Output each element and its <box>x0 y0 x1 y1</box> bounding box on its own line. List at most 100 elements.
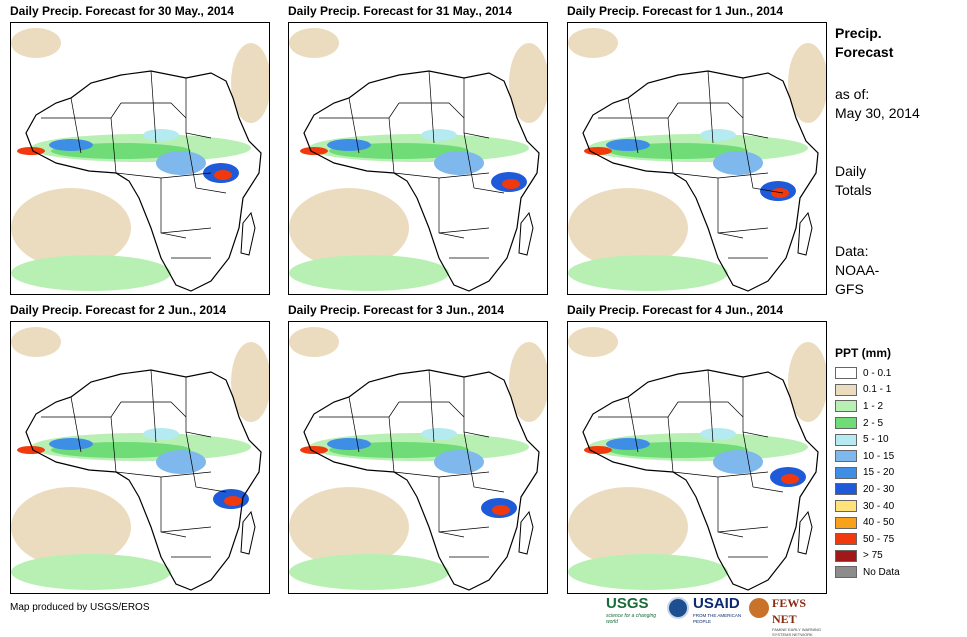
legend-swatch <box>835 367 857 380</box>
precip-patch <box>289 188 409 268</box>
sidebar-asof: as of: May 30, 2014 <box>835 85 920 123</box>
country-border <box>428 369 435 443</box>
sidebar-title-line1: Precip. <box>835 25 882 41</box>
precip-patch <box>434 151 484 175</box>
sidebar-totals: Daily Totals <box>835 162 872 200</box>
country-border <box>627 97 639 154</box>
legend-item: 1 - 2 <box>835 398 900 415</box>
madagascar-outline <box>518 510 534 555</box>
usgs-logo-text: USGS <box>606 595 649 612</box>
legend-label: 5 - 10 <box>863 434 889 446</box>
map-canvas <box>289 28 547 292</box>
asof-date: May 30, 2014 <box>835 105 920 121</box>
legend-item: 20 - 30 <box>835 481 900 498</box>
asof-label: as of: <box>835 86 870 102</box>
coastline <box>582 369 819 591</box>
country-border <box>717 477 744 538</box>
coastline <box>303 369 540 591</box>
precip-map <box>10 22 270 295</box>
precip-patch <box>49 139 93 151</box>
legend-label: 20 - 30 <box>863 483 895 495</box>
coastline <box>303 70 540 292</box>
country-border <box>348 97 360 154</box>
country-border <box>672 471 769 478</box>
precip-patch <box>568 28 618 58</box>
legend-label: > 75 <box>863 550 883 562</box>
precip-patch <box>11 327 61 357</box>
precip-map <box>288 22 548 295</box>
precip-patch <box>606 438 650 450</box>
panel-title: Daily Precip. Forecast for 1 Jun., 2014 <box>567 4 784 18</box>
madagascar-outline <box>797 211 813 256</box>
legend-label: 50 - 75 <box>863 533 895 545</box>
country-border <box>348 396 360 453</box>
country-border <box>399 401 465 418</box>
precip-patch <box>434 450 484 474</box>
legend-title: PPT (mm) <box>835 346 892 360</box>
legend-label: No Data <box>863 566 900 578</box>
legend-label: 0 - 0.1 <box>863 367 892 379</box>
fews-emblem-icon <box>749 598 769 618</box>
country-border <box>678 401 744 418</box>
coastline <box>582 70 819 292</box>
madagascar-outline <box>240 211 256 256</box>
precip-patch <box>231 43 269 123</box>
panel-title: Daily Precip. Forecast for 3 Jun., 2014 <box>288 303 505 317</box>
legend-item: 0.1 - 1 <box>835 382 900 399</box>
precip-patch <box>300 147 328 155</box>
precip-patch <box>327 139 371 151</box>
precip-patch <box>143 428 179 440</box>
precip-patch <box>289 255 449 291</box>
ppt-legend: PPT (mm) 0 - 0.1 0.1 - 1 1 - 2 2 - 5 5 - 10 1… <box>835 346 900 581</box>
precip-patch <box>606 139 650 151</box>
country-border <box>742 431 784 493</box>
legend-item: 40 - 50 <box>835 514 900 531</box>
legend-swatch <box>835 566 857 579</box>
legend-swatch <box>835 417 857 430</box>
precip-patch <box>568 255 728 291</box>
fewsnet-logo: FEWS NET FAMINE EARLY WARNING SYSTEMS NE… <box>772 595 830 637</box>
map-canvas <box>568 327 826 591</box>
precip-patch <box>700 129 736 141</box>
country-border <box>160 178 187 239</box>
fewsnet-logo-text: FEWS NET <box>772 596 807 626</box>
precip-patch <box>289 28 339 58</box>
usgs-logo: USGS science for a changing world <box>606 595 664 625</box>
precip-patch <box>568 327 618 357</box>
legend-label: 15 - 20 <box>863 467 895 479</box>
legend-item: 50 - 75 <box>835 531 900 548</box>
map-canvas <box>11 28 269 292</box>
country-border <box>399 102 465 119</box>
country-border <box>627 396 639 453</box>
totals-line2: Totals <box>835 182 872 198</box>
sidebar-data-source: Data: NOAA- GFS <box>835 242 879 299</box>
country-border <box>185 377 212 438</box>
sidebar-title: Precip. Forecast <box>835 24 893 62</box>
legend-swatch <box>835 516 857 529</box>
country-border <box>742 78 769 139</box>
legend-item: 0 - 0.1 <box>835 365 900 382</box>
madagascar-outline <box>240 510 256 555</box>
legend-item: 10 - 15 <box>835 448 900 465</box>
country-border <box>717 178 744 239</box>
seal-icon <box>667 597 689 619</box>
usgs-logo-tagline: science for a changing world <box>606 613 657 625</box>
country-border <box>678 102 744 119</box>
country-border <box>717 526 769 533</box>
coastline <box>25 369 262 591</box>
legend-swatch <box>835 533 857 546</box>
coastline <box>25 70 262 292</box>
country-border <box>388 416 395 473</box>
country-border <box>667 117 674 174</box>
precip-patch <box>509 43 547 123</box>
precip-map <box>10 321 270 594</box>
country-border <box>463 78 490 139</box>
precip-patch <box>788 342 826 422</box>
country-border <box>70 97 82 154</box>
precip-patch <box>713 450 763 474</box>
legend-swatch <box>835 466 857 479</box>
country-border <box>160 526 212 533</box>
precip-patch <box>156 450 206 474</box>
precip-patch <box>700 428 736 440</box>
country-border <box>110 117 117 174</box>
